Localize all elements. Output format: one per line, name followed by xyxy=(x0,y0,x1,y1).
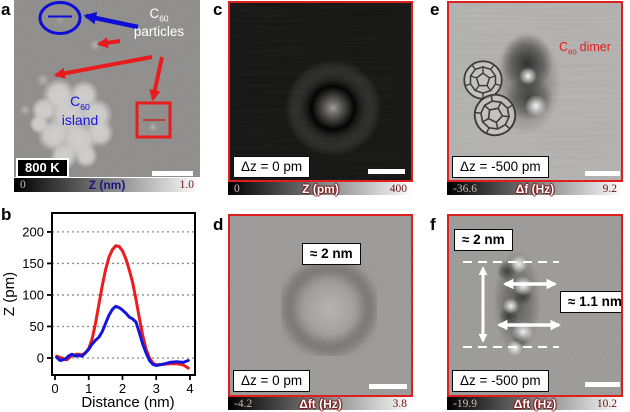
red-arrow-down xyxy=(149,56,164,102)
colorbar-label: Z (pm) xyxy=(302,181,339,196)
colorbar-min: -19.9 xyxy=(453,397,477,410)
y-axis-label: Z (pm) xyxy=(1,272,18,316)
colorbar-label: Δf (Hz) xyxy=(515,181,555,196)
panel-b-label: b xyxy=(1,205,12,224)
c60-particle-blob xyxy=(285,60,381,156)
x-tick-label: 3 xyxy=(153,381,160,396)
colorbar-max: 10.2 xyxy=(596,397,617,410)
scale-bar xyxy=(585,382,620,387)
colorbar-max: 3.8 xyxy=(392,397,407,410)
red-arrow-long xyxy=(53,55,153,79)
colorbar-min: 0 xyxy=(234,182,240,195)
plot-box xyxy=(51,212,196,376)
scale-bar xyxy=(585,171,620,176)
panel-d-afm-image: ≈ 2 nm Δz = 0 pm xyxy=(228,214,413,397)
series-island-profile-red xyxy=(55,244,190,370)
y-tick-label: 200 xyxy=(22,224,44,239)
tip-offset-badge: Δz = -500 pm xyxy=(452,155,549,178)
dimer-word: dimer xyxy=(579,40,611,54)
c60-subscript: 60 xyxy=(80,101,90,112)
colorbar-label: Δft (Hz) xyxy=(299,396,342,411)
y-tick-label: 100 xyxy=(22,287,44,302)
x-tick-label: 1 xyxy=(85,381,92,396)
width-annotation: ≈ 1.1 nm xyxy=(560,291,621,314)
stm-topography-a xyxy=(14,0,200,177)
dimer-bright-spot-1 xyxy=(519,67,537,85)
colorbar-min: 0 xyxy=(20,179,26,191)
scale-bar xyxy=(369,384,407,389)
panel-a-label: a xyxy=(1,0,11,19)
panel-e-colorbar: -36.6 Δf (Hz) 9.2 xyxy=(447,181,623,196)
colorbar-label: Z (nm) xyxy=(88,178,126,192)
colorbar-label: Δft (Hz) xyxy=(513,396,557,411)
red-arrow-short xyxy=(96,37,121,49)
x-tick-label: 2 xyxy=(119,381,126,396)
y-tick-label: 50 xyxy=(30,319,44,334)
afm-frequency-shift-e xyxy=(449,3,621,180)
red-profile-square xyxy=(135,101,172,139)
x-axis-label: Distance (nm) xyxy=(81,394,174,411)
tip-offset-badge: Δz = 0 pm xyxy=(233,369,311,392)
colorbar-max: 1.0 xyxy=(179,179,194,191)
dimer-annotation: C60 dimer xyxy=(559,40,611,57)
c60-subscript: 60 xyxy=(159,13,169,24)
island-annotation: C60 island xyxy=(54,93,106,128)
panel-e-label: e xyxy=(430,0,440,19)
scale-bar xyxy=(152,171,193,176)
series-particle-profile-blue xyxy=(55,304,190,367)
line-profile-chart: 0 1 2 3 4 0 50 100 150 200 Distance (nm) Z (pm) xyxy=(1,212,196,411)
y-tick-label: 0 xyxy=(37,350,44,365)
panel-a-stm-image: C60 particles C60 island 800 K xyxy=(14,0,200,177)
y-tick-label: 150 xyxy=(22,256,44,271)
colorbar-min: -4.2 xyxy=(234,397,253,410)
height-annotation: ≈ 2 nm xyxy=(454,229,513,252)
afm-topography-c xyxy=(230,3,411,180)
afm-frequency-shift-d xyxy=(230,216,411,395)
colorbar-max: 400 xyxy=(389,182,407,195)
blue-profile-circle xyxy=(38,1,82,35)
island-word: island xyxy=(61,111,99,128)
c60-symbol: C xyxy=(70,93,81,109)
colorbar-min: -36.6 xyxy=(453,182,477,195)
c60-molecule-model xyxy=(463,60,503,100)
panel-e-afm-image: C60 dimer Δz = -500 pm xyxy=(447,1,623,182)
blue-arrow xyxy=(83,11,139,30)
panel-d-label: d xyxy=(213,215,224,234)
tip-offset-badge: Δz = 0 pm xyxy=(233,155,311,178)
panel-f-label: f xyxy=(430,215,436,234)
x-tick-label: 0 xyxy=(51,381,58,396)
particles-annotation: C60 particles xyxy=(122,6,196,39)
panel-a-colorbar: 0 Z (nm) 1.0 xyxy=(14,178,200,192)
scale-bar xyxy=(368,169,405,174)
panel-c-label: c xyxy=(213,0,223,19)
c60-symbol: C xyxy=(559,40,569,54)
panel-d-colorbar: -4.2 Δft (Hz) 3.8 xyxy=(228,396,413,411)
dimer-bright-spot-2 xyxy=(525,95,547,117)
tip-offset-badge: Δz = -500 pm xyxy=(452,369,549,392)
c60-symbol: C xyxy=(149,6,160,21)
particles-word: particles xyxy=(133,24,185,40)
colorbar-max: 9.2 xyxy=(602,182,617,195)
panel-c-colorbar: 0 Z (pm) 400 xyxy=(228,181,413,196)
c60-subscript: 60 xyxy=(568,47,577,57)
panel-f-colorbar: -19.9 Δft (Hz) 10.2 xyxy=(447,396,623,411)
x-tick-label: 4 xyxy=(186,381,193,396)
panel-f-afm-image: ≈ 2 nm ≈ 1.1 nm Δz = -500 pm xyxy=(447,214,623,397)
size-annotation: ≈ 2 nm xyxy=(302,243,361,266)
temperature-badge: 800 K xyxy=(16,158,69,177)
panel-c-afm-image: Δz = 0 pm xyxy=(228,1,413,182)
